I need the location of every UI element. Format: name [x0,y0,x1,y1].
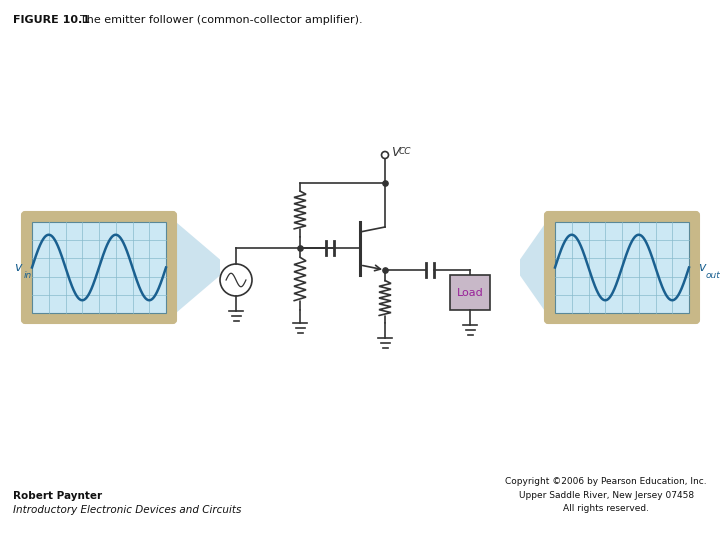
Text: CC: CC [399,147,412,156]
Text: $v$: $v$ [698,261,708,274]
Bar [555,222,689,313]
Bar [32,222,166,313]
Polygon shape [173,219,220,315]
Bar [450,275,490,310]
FancyBboxPatch shape [545,212,699,323]
Text: out: out [706,272,720,280]
Text: $v$: $v$ [14,261,24,274]
Text: Introductory Electronic Devices and Circuits: Introductory Electronic Devices and Circ… [13,505,241,515]
Text: The emitter follower (common-collector amplifier).: The emitter follower (common-collector a… [80,15,363,25]
FancyBboxPatch shape [22,212,176,323]
Text: FIGURE 10.1: FIGURE 10.1 [13,15,90,25]
Text: Robert Paynter: Robert Paynter [13,491,102,501]
Text: Copyright ©2006 by Pearson Education, Inc.
Upper Saddle River, New Jersey 07458
: Copyright ©2006 by Pearson Education, In… [505,477,707,512]
Text: Load: Load [456,287,483,298]
Text: $V$: $V$ [391,145,402,159]
Polygon shape [520,219,548,315]
Text: in: in [24,272,32,280]
